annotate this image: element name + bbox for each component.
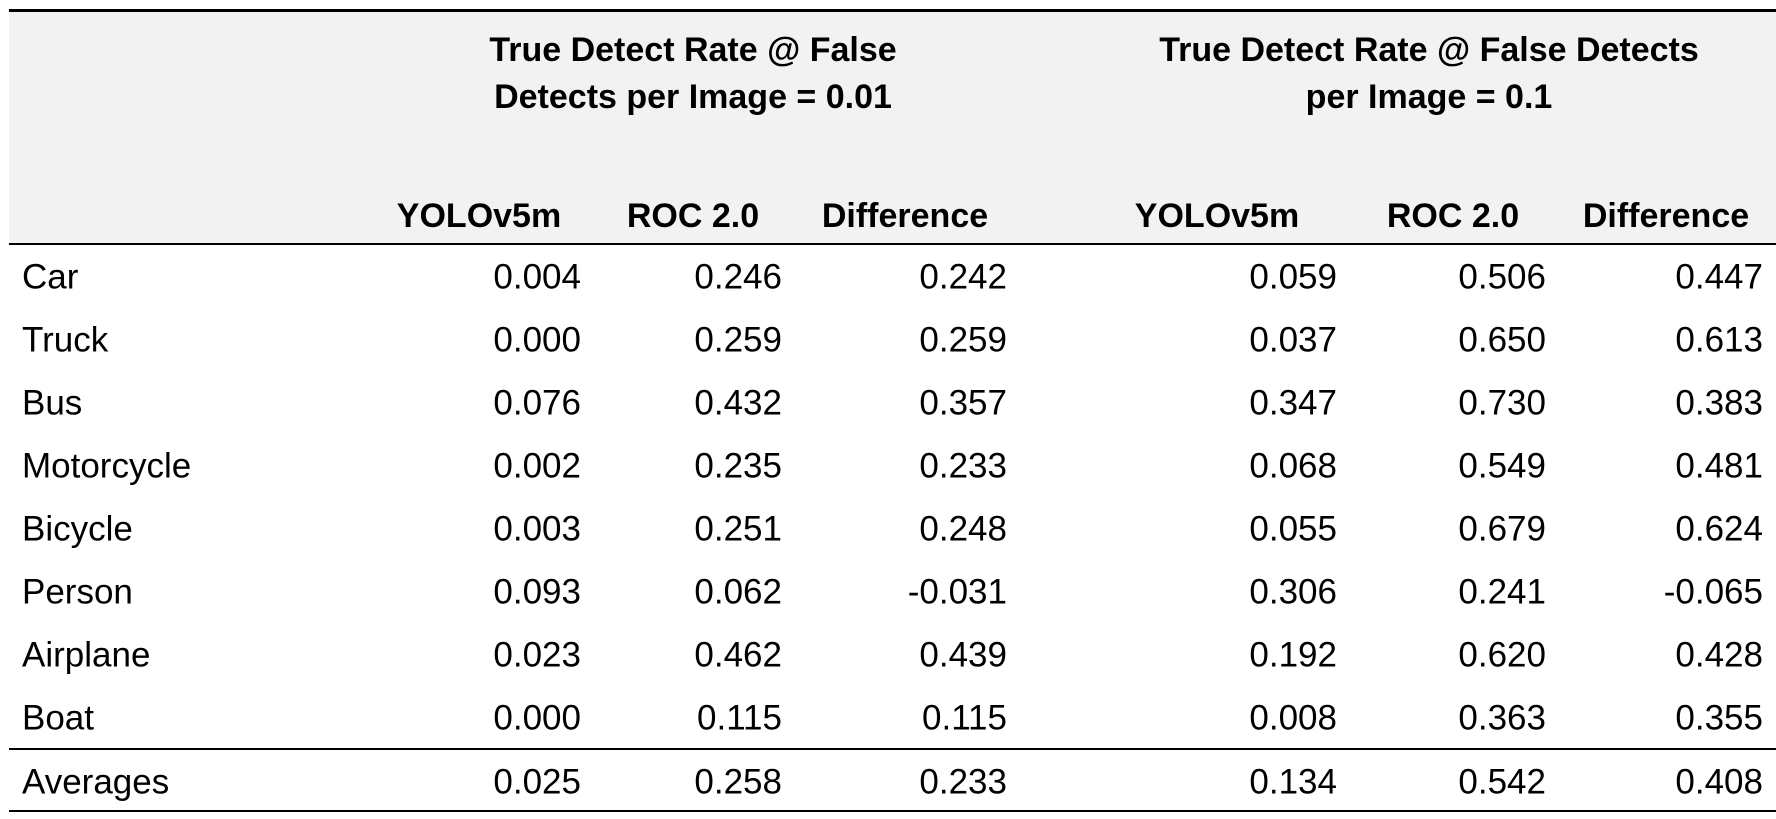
bottom-rule <box>9 810 1776 812</box>
averages-value: 0.025 <box>493 762 581 802</box>
row-value: -0.065 <box>1663 572 1763 612</box>
group-header: Detects per Image = 0.01 <box>494 78 892 116</box>
row-value: 0.251 <box>694 509 782 549</box>
row-value: 0.068 <box>1249 446 1337 486</box>
row-value: 0.023 <box>493 635 581 675</box>
averages-label: Averages <box>22 762 170 802</box>
row-value: 0.062 <box>694 572 782 612</box>
row-value: 0.347 <box>1249 383 1337 423</box>
row-value: 0.306 <box>1249 572 1337 612</box>
averages-rule <box>9 748 1776 750</box>
row-value: 0.008 <box>1249 698 1337 738</box>
row-value: 0.059 <box>1249 257 1337 297</box>
row-value: 0.233 <box>919 446 1007 486</box>
row-label: Car <box>22 257 79 297</box>
row-value: 0.357 <box>919 383 1007 423</box>
row-value: 0.192 <box>1249 635 1337 675</box>
row-value: 0.076 <box>493 383 581 423</box>
row-value: 0.000 <box>493 320 581 360</box>
row-value: 0.003 <box>493 509 581 549</box>
row-label: Person <box>22 572 133 612</box>
row-value: 0.000 <box>493 698 581 738</box>
averages-value: 0.258 <box>694 762 782 802</box>
row-label: Motorcycle <box>22 446 192 486</box>
row-value: 0.246 <box>694 257 782 297</box>
row-value: 0.432 <box>694 383 782 423</box>
group-header: True Detect Rate @ False Detects <box>1159 31 1699 69</box>
averages-value: 0.408 <box>1675 762 1763 802</box>
row-value: 0.248 <box>919 509 1007 549</box>
row-value: 0.439 <box>919 635 1007 675</box>
top-rule <box>9 9 1776 12</box>
header-background <box>9 10 1776 244</box>
row-value: 0.506 <box>1458 257 1546 297</box>
column-header: YOLOv5m <box>1134 197 1300 235</box>
row-value: -0.031 <box>907 572 1007 612</box>
row-value: 0.115 <box>922 698 1007 738</box>
row-value: 0.235 <box>694 446 782 486</box>
column-header: Difference <box>821 197 989 235</box>
row-value: 0.259 <box>694 320 782 360</box>
header-rule <box>9 243 1776 245</box>
column-header: YOLOv5m <box>396 197 562 235</box>
row-label: Bicycle <box>22 509 133 549</box>
row-value: 0.447 <box>1675 257 1763 297</box>
row-label: Bus <box>22 383 83 423</box>
row-value: 0.115 <box>697 698 782 738</box>
averages-value: 0.233 <box>919 762 1007 802</box>
row-label: Boat <box>22 698 94 738</box>
column-header: Difference <box>1582 197 1750 235</box>
column-header: ROC 2.0 <box>626 197 760 235</box>
row-value: 0.004 <box>493 257 581 297</box>
row-value: 0.037 <box>1249 320 1337 360</box>
row-value: 0.428 <box>1675 635 1763 675</box>
row-value: 0.093 <box>493 572 581 612</box>
row-value: 0.355 <box>1675 698 1763 738</box>
row-value: 0.549 <box>1458 446 1546 486</box>
row-value: 0.624 <box>1675 509 1763 549</box>
row-value: 0.730 <box>1458 383 1546 423</box>
row-value: 0.259 <box>919 320 1007 360</box>
averages-value: 0.134 <box>1249 762 1337 802</box>
group-header: per Image = 0.1 <box>1305 78 1553 116</box>
row-value: 0.650 <box>1458 320 1546 360</box>
row-value: 0.679 <box>1458 509 1546 549</box>
averages-value: 0.542 <box>1458 762 1546 802</box>
row-label: Truck <box>22 320 109 360</box>
row-value: 0.620 <box>1458 635 1546 675</box>
row-value: 0.242 <box>919 257 1007 297</box>
column-header: ROC 2.0 <box>1386 197 1520 235</box>
row-value: 0.613 <box>1675 320 1763 360</box>
row-value: 0.241 <box>1458 572 1546 612</box>
row-label: Airplane <box>22 635 151 675</box>
group-header: True Detect Rate @ False <box>489 31 897 69</box>
row-value: 0.462 <box>694 635 782 675</box>
row-value: 0.383 <box>1675 383 1763 423</box>
row-value: 0.363 <box>1458 698 1546 738</box>
row-value: 0.055 <box>1249 509 1337 549</box>
row-value: 0.002 <box>493 446 581 486</box>
row-value: 0.481 <box>1675 446 1763 486</box>
